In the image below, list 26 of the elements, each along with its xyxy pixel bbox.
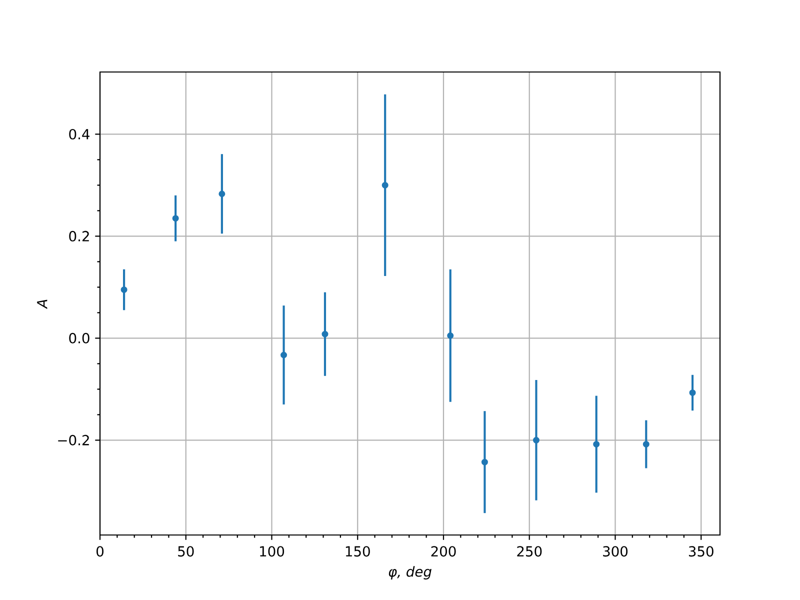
point <box>689 389 696 396</box>
point <box>481 458 488 466</box>
y-axis-title: A <box>37 300 48 309</box>
point <box>218 190 226 198</box>
y-tick-label: −0.2 <box>58 434 89 446</box>
x-tick-label: 300 <box>603 546 628 557</box>
y-tick-label: 0.0 <box>69 332 90 344</box>
point <box>447 332 454 339</box>
y-tick-label: 0.4 <box>69 128 90 140</box>
x-tick-label: 350 <box>688 546 714 557</box>
x-tick-label: 150 <box>346 546 370 557</box>
point <box>382 182 388 188</box>
point <box>642 440 650 448</box>
point <box>322 330 328 338</box>
point <box>532 436 540 444</box>
point <box>280 352 288 358</box>
x-tick-label: 0 <box>96 546 104 557</box>
point <box>593 440 600 448</box>
x-tick-label: 50 <box>178 546 194 557</box>
y-tick-label: 0.2 <box>69 230 89 242</box>
x-tick-label: 100 <box>260 546 284 557</box>
point <box>120 286 128 293</box>
x-axis-title: φ, deg <box>388 566 432 580</box>
x-tick-label: 250 <box>517 546 542 557</box>
point <box>172 215 179 222</box>
x-tick-label: 200 <box>431 546 456 557</box>
